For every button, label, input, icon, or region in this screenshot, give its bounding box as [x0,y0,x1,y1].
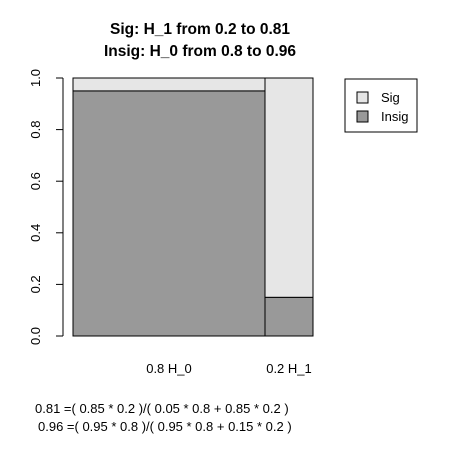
plot-area [72,77,314,337]
x-tick-label: 0.2 H_1 [266,361,312,376]
title-line-2: Insig: H_0 from 0.8 to 0.96 [104,43,296,60]
formula-line-2: 0.96 =( 0.95 * 0.8 )/( 0.95 * 0.8 + 0.15… [38,419,292,434]
formulas: 0.81 =( 0.85 * 0.2 )/( 0.05 * 0.8 + 0.85… [35,401,292,434]
title-line-1: Sig: H_1 from 0.2 to 0.81 [110,21,290,38]
legend-label-sig: Sig [381,90,400,105]
y-tick-label: 0.2 [28,275,43,293]
x-tick-label: 0.8 H_0 [146,361,192,376]
x-axis-labels: 0.8 H_0 0.2 H_1 [146,361,312,376]
chart-title: Sig: H_1 from 0.2 to 0.81 Insig: H_0 fro… [104,21,296,60]
legend-box [344,78,418,133]
legend-swatch-insig [356,110,369,123]
bar-insig-0-8-h-0 [72,90,266,337]
legend-label-insig: Insig [381,109,408,124]
y-tick-label: 0.8 [28,121,43,139]
legend: Sig Insig [344,78,418,133]
y-tick-label: 1.0 [28,69,43,87]
y-tick-label: 0.4 [28,224,43,242]
y-tick-label: 0.0 [28,327,43,345]
formula-line-1: 0.81 =( 0.85 * 0.2 )/( 0.05 * 0.8 + 0.85… [35,401,289,416]
y-tick-label: 0.6 [28,172,43,190]
y-axis: 0.0 0.2 0.4 0.6 0.8 1.0 [28,69,64,345]
bar-sig-0-2-h-1 [264,77,314,298]
bar-insig-0-2-h-1 [264,296,314,337]
legend-swatch-sig [356,91,369,104]
bar-sig-0-8-h-0 [72,77,266,92]
